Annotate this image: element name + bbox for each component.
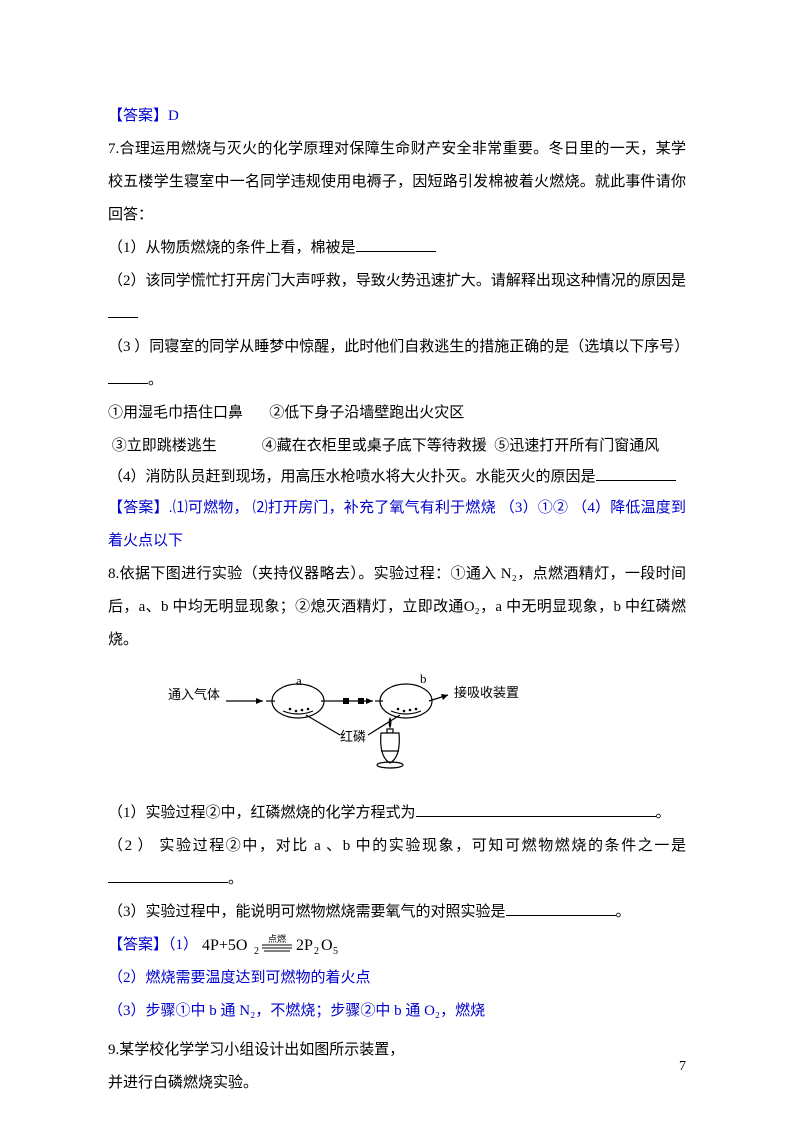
blank (596, 480, 676, 481)
q7-opt4: ④藏在衣柜里或桌子底下等待救援 (262, 438, 487, 454)
answer-6: 【答案】D (108, 100, 686, 133)
q8-3-text: （3）实验过程中，能说明可燃物燃烧需要氧气的对照实验是 (108, 904, 506, 920)
q8-intro: 8.依据下图进行实验（夹持仪器略去）。实验过程：①通入 N₂，点燃酒精灯，一段时… (108, 558, 686, 657)
q7-3: （3 ）同寝室的同学从睡梦中惊醒，此时他们自救逃生的措施正确的是（选填以下序号）… (108, 331, 686, 397)
q7-3-text: （3 ）同寝室的同学从睡梦中惊醒，此时他们自救逃生的措施正确的是（选填以下序号） (108, 339, 689, 355)
q7-options-row2: ③立即跳楼逃生 ④藏在衣柜里或桌子底下等待救援 ⑤迅速打开所有门窗通风 (108, 430, 686, 463)
q7-opt5: ⑤迅速打开所有门窗通风 (494, 438, 659, 454)
equation-svg: 4P+5O 2 点燃 2P 2 O 5 (202, 933, 372, 957)
label-gas-in: 通入气体 (168, 687, 220, 702)
answer-7: 【答案】.⑴可燃物， ⑵打开房门，补充了氧气有利于燃烧 （3）①② （4）降低温… (108, 492, 686, 558)
q7-opt3: ③立即跳楼逃生 (112, 438, 217, 454)
q8-3: （3）实验过程中，能说明可燃物燃烧需要氧气的对照实验是 。 (108, 896, 686, 929)
q7-opt2: ②低下身子沿墙壁跑出火灾区 (269, 405, 464, 421)
label-b: b (420, 671, 427, 686)
label-a: a (296, 673, 302, 688)
experiment-diagram: .bk { stroke:#000; stroke-width:1.2; fil… (168, 667, 686, 787)
svg-text:5: 5 (333, 946, 338, 957)
label-redp: 红磷 (340, 729, 366, 744)
q8-2-text: （2 ） 实验过程②中，对比 a 、b 中的实验现象，可知可燃物燃烧的条件之一是 (108, 838, 686, 854)
q7-4-text: （4）消防队员赶到现场，用高压水枪喷水将大火扑灭。水能灭火的原因是 (108, 469, 596, 485)
q9-b: 并进行白磷燃烧实验。 (108, 1067, 686, 1100)
q7-3-tail: 。 (148, 372, 163, 388)
answer-8-2: （2）燃烧需要温度达到可燃物的着火点 (108, 962, 686, 995)
q7-intro: 7.合理运用燃烧与灭火的化学原理对保障生命财产安全非常重要。冬日里的一天，某学校… (108, 133, 686, 232)
answer-8-1-pre: 【答案】（1） (108, 937, 198, 953)
q8-1-tail: 。 (656, 805, 671, 821)
q7-4: （4）消防队员赶到现场，用高压水枪喷水将大火扑灭。水能灭火的原因是 (108, 463, 686, 492)
q9-a: 9.某学校化学学习小组设计出如图所示装置， (108, 1034, 686, 1067)
q7-opt1: ①用湿毛巾捂住口鼻 (108, 405, 243, 421)
q8-1: （1）实验过程②中，红磷燃烧的化学方程式为 。 (108, 797, 686, 830)
q7-2-text: （2）该同学慌忙打开房门大声呼救，导致火势迅速扩大。请解释出现这种情况的原因是 (108, 273, 686, 289)
svg-text:2P: 2P (296, 937, 313, 954)
blank (356, 251, 436, 252)
q8-3-tail: 。 (616, 904, 631, 920)
q7-options-row1: ①用湿毛巾捂住口鼻 ②低下身子沿墙壁跑出火灾区 (108, 397, 686, 430)
q8-2: （2 ） 实验过程②中，对比 a 、b 中的实验现象，可知可燃物燃烧的条件之一是… (108, 830, 686, 896)
blank (416, 816, 656, 817)
blank (108, 317, 138, 318)
q7-1-text: （1）从物质燃烧的条件上看，棉被是 (108, 240, 356, 256)
q7-1: （1）从物质燃烧的条件上看，棉被是 (108, 232, 686, 265)
blank (108, 383, 148, 384)
blank (108, 882, 228, 883)
blank (506, 915, 616, 916)
svg-text:点燃: 点燃 (268, 933, 286, 944)
q8-1-text: （1）实验过程②中，红磷燃烧的化学方程式为 (108, 805, 416, 821)
answer-8-3: （3）步骤①中 b 通 N₂，不燃烧；步骤②中 b 通 O₂，燃烧 (108, 995, 686, 1028)
page-number: 7 (679, 1052, 686, 1083)
label-absorb: 接吸收装置 (454, 685, 519, 700)
answer-8-1: 【答案】（1） 4P+5O 2 点燃 2P 2 O 5 (108, 929, 686, 962)
q8-2-tail: 。 (228, 871, 243, 887)
svg-text:2: 2 (314, 946, 319, 957)
svg-text:2: 2 (254, 946, 259, 957)
svg-text:O: O (321, 937, 333, 954)
q7-2: （2）该同学慌忙打开房门大声呼救，导致火势迅速扩大。请解释出现这种情况的原因是 (108, 265, 686, 331)
svg-text:4P+5O: 4P+5O (202, 937, 247, 954)
